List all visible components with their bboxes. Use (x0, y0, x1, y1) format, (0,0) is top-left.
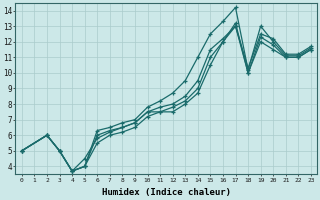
X-axis label: Humidex (Indice chaleur): Humidex (Indice chaleur) (102, 188, 231, 197)
